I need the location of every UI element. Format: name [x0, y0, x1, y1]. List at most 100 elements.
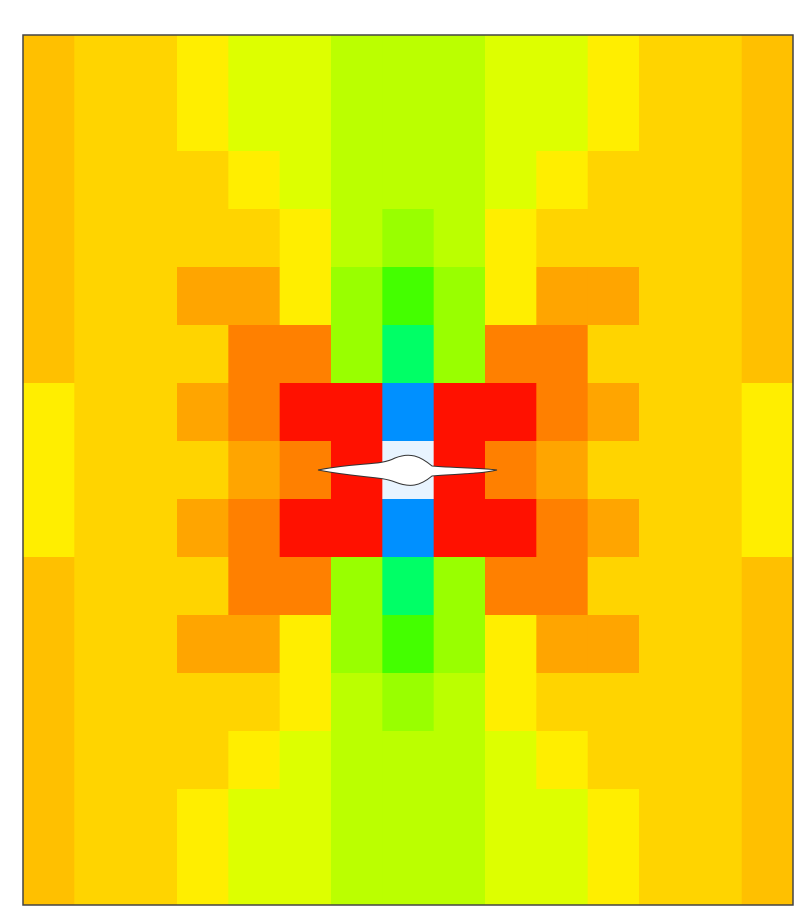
- field-cell: [23, 383, 75, 442]
- field-cell: [639, 151, 691, 210]
- field-cell: [485, 35, 537, 94]
- field-cell: [485, 93, 537, 152]
- field-cell: [228, 789, 280, 848]
- field-cell: [690, 93, 742, 152]
- field-cell: [536, 383, 588, 442]
- field-cell: [588, 731, 640, 790]
- field-cell: [74, 557, 126, 616]
- field-cell: [639, 383, 691, 442]
- field-cell: [434, 325, 486, 384]
- field-cell: [434, 499, 486, 558]
- field-cell: [382, 267, 434, 326]
- field-cell: [536, 325, 588, 384]
- field-cell: [177, 93, 229, 152]
- field-cell: [485, 789, 537, 848]
- field-cell: [690, 441, 742, 500]
- field-cell: [280, 847, 332, 906]
- field-cell: [228, 267, 280, 326]
- field-cell: [280, 267, 332, 326]
- field-cell: [485, 267, 537, 326]
- field-cell: [23, 499, 75, 558]
- field-cell: [536, 731, 588, 790]
- field-cell: [742, 383, 794, 442]
- field-cell: [74, 35, 126, 94]
- field-cell: [690, 151, 742, 210]
- field-cell: [485, 499, 537, 558]
- field-cell: [536, 847, 588, 906]
- field-cell: [588, 93, 640, 152]
- field-cell: [382, 325, 434, 384]
- field-cell: [23, 615, 75, 674]
- field-cell: [228, 847, 280, 906]
- field-cell: [536, 151, 588, 210]
- field-cell: [742, 441, 794, 500]
- field-cell: [690, 557, 742, 616]
- page: (() => { JSON.parse(document.getElementB…: [0, 0, 810, 924]
- field-cell: [485, 847, 537, 906]
- field-cell: [228, 441, 280, 500]
- field-cell: [126, 499, 178, 558]
- field-cell: [74, 789, 126, 848]
- field-cell: [690, 499, 742, 558]
- field-cell: [382, 789, 434, 848]
- field-cell: [485, 731, 537, 790]
- field-cell: [434, 847, 486, 906]
- field-cell: [434, 731, 486, 790]
- field-cell: [74, 441, 126, 500]
- field-cell: [485, 209, 537, 268]
- field-cell: [434, 615, 486, 674]
- field-cell: [126, 35, 178, 94]
- field-cell: [536, 35, 588, 94]
- field-cell: [690, 615, 742, 674]
- field-cell: [228, 383, 280, 442]
- field-cell: [280, 789, 332, 848]
- field-cell: [382, 673, 434, 732]
- field-cell: [639, 673, 691, 732]
- field-cell: [639, 731, 691, 790]
- field-cell: [177, 383, 229, 442]
- field-cell: [23, 267, 75, 326]
- field-cell: [742, 847, 794, 906]
- contour-plot: [0, 0, 810, 924]
- field-cell: [23, 93, 75, 152]
- field-cell: [228, 93, 280, 152]
- field-cell: [536, 673, 588, 732]
- field-cell: [536, 209, 588, 268]
- field-cell: [434, 383, 486, 442]
- field-cell: [126, 93, 178, 152]
- field-cell: [228, 499, 280, 558]
- field-cell: [280, 615, 332, 674]
- field-cell: [331, 847, 383, 906]
- field-cell: [126, 847, 178, 906]
- field-cell: [331, 731, 383, 790]
- field-cell: [280, 731, 332, 790]
- field-cell: [434, 35, 486, 94]
- field-cell: [177, 615, 229, 674]
- field-cell: [126, 731, 178, 790]
- field-cell: [280, 499, 332, 558]
- field-cell: [331, 789, 383, 848]
- field-cell: [228, 615, 280, 674]
- field-cell: [536, 615, 588, 674]
- field-cell: [588, 789, 640, 848]
- field-cell: [588, 325, 640, 384]
- field-cell: [23, 789, 75, 848]
- field-cell: [639, 93, 691, 152]
- field-cell: [639, 789, 691, 848]
- field-cell: [177, 35, 229, 94]
- field-cell: [74, 673, 126, 732]
- field-cell: [23, 673, 75, 732]
- field-cell: [23, 151, 75, 210]
- field-cell: [382, 847, 434, 906]
- field-cell: [742, 267, 794, 326]
- field-cell: [382, 731, 434, 790]
- field-cell: [690, 35, 742, 94]
- field-cell: [126, 325, 178, 384]
- field-cell: [639, 615, 691, 674]
- field-cell: [690, 325, 742, 384]
- field-cell: [588, 441, 640, 500]
- field-cell: [690, 673, 742, 732]
- field-cell: [588, 615, 640, 674]
- field-cell: [690, 731, 742, 790]
- field-cell: [74, 731, 126, 790]
